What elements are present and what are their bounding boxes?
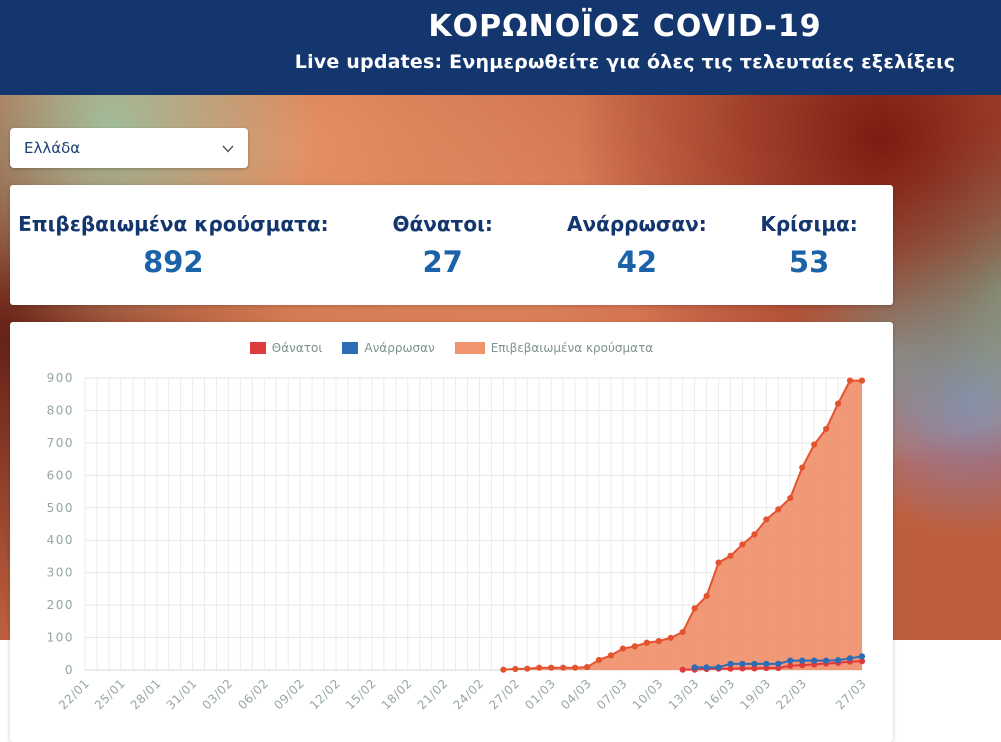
svg-text:06/02: 06/02 [235,676,271,712]
chart-card: Θάνατοι Ανάρρωσαν Επιβεβαιωμένα κρούσματ… [10,322,893,742]
page-title: ΚΟΡΩΝΟΪΟΣ COVID-19 [428,9,822,44]
stat-recovered-label: Ανάρρωσαν: [567,211,707,236]
stat-deaths-value: 27 [422,244,463,279]
legend-label-deaths: Θάνατοι [271,341,323,355]
svg-text:13/03: 13/03 [666,676,702,712]
stat-recovered-value: 42 [616,244,658,279]
svg-text:16/03: 16/03 [702,676,738,712]
svg-text:10/03: 10/03 [630,676,666,712]
svg-text:900: 900 [47,371,74,385]
svg-text:0: 0 [65,663,74,677]
stat-confirmed-value: 892 [143,244,204,279]
svg-text:09/02: 09/02 [271,676,307,712]
legend-label-recovered: Ανάρρωσαν [364,341,435,355]
stat-critical-value: 53 [788,244,830,279]
recovered-swatch-icon [342,342,359,354]
svg-text:04/03: 04/03 [558,676,594,712]
legend-item-recovered[interactable]: Ανάρρωσαν [342,341,435,355]
legend-item-deaths[interactable]: Θάνατοι [249,341,323,355]
country-select[interactable]: Ελλάδα [10,128,248,168]
hero-background: Ελλάδα Επιβεβαιωμένα κρούσματα: 892 Θάνα… [0,95,1001,742]
svg-text:21/02: 21/02 [415,676,451,712]
stat-confirmed: Επιβεβαιωμένα κρούσματα: 892 [10,212,337,279]
svg-text:28/01: 28/01 [128,676,164,712]
svg-text:200: 200 [47,598,74,612]
stat-confirmed-label: Επιβεβαιωμένα κρούσματα: [18,211,329,236]
svg-text:27/02: 27/02 [486,676,522,712]
stat-critical-label: Κρίσιμα: [760,211,858,236]
svg-text:300: 300 [47,566,74,580]
svg-text:03/02: 03/02 [199,676,235,712]
svg-text:600: 600 [47,468,74,482]
page-subtitle: Live updates: Ενημερωθείτε για όλες τις … [294,51,956,73]
svg-text:22/01: 22/01 [56,676,92,712]
legend-item-confirmed[interactable]: Επιβεβαιωμένα κρούσματα [454,341,654,355]
svg-text:31/01: 31/01 [164,676,200,712]
svg-text:07/03: 07/03 [594,676,630,712]
svg-text:22/03: 22/03 [773,676,809,712]
chevron-down-icon [222,139,234,157]
svg-text:700: 700 [47,436,74,450]
stat-deaths-label: Θάνατοι: [392,211,493,236]
stat-recovered: Ανάρρωσαν: 42 [549,212,726,279]
stats-card: Επιβεβαιωμένα κρούσματα: 892 Θάνατοι: 27… [10,185,893,305]
legend-label-confirmed: Επιβεβαιωμένα κρούσματα [490,341,654,355]
svg-text:18/02: 18/02 [379,676,415,712]
svg-text:19/03: 19/03 [737,676,773,712]
covid-chart: 0 100 200 300 400 500 600 700 800 900 22/01 25/01 28… [10,358,893,736]
svg-text:15/02: 15/02 [343,676,379,712]
svg-text:27/03: 27/03 [833,676,869,712]
svg-text:12/02: 12/02 [307,676,343,712]
svg-text:800: 800 [47,403,74,417]
svg-text:25/01: 25/01 [92,676,128,712]
confirmed-swatch-icon [454,342,485,354]
svg-text:500: 500 [47,501,74,515]
chart-legend: Θάνατοι Ανάρρωσαν Επιβεβαιωμένα κρούσματ… [10,338,893,358]
svg-text:24/02: 24/02 [450,676,486,712]
stat-deaths: Θάνατοι: 27 [337,212,549,279]
app-header: ΚΟΡΩΝΟΪΟΣ COVID-19 Live updates: Ενημερω… [0,0,1001,95]
svg-text:01/03: 01/03 [522,676,558,712]
stat-critical: Κρίσιμα: 53 [725,212,893,279]
country-select-value: Ελλάδα [24,139,81,157]
svg-text:400: 400 [47,533,74,547]
deaths-swatch-icon [249,342,266,354]
svg-text:100: 100 [47,631,74,645]
